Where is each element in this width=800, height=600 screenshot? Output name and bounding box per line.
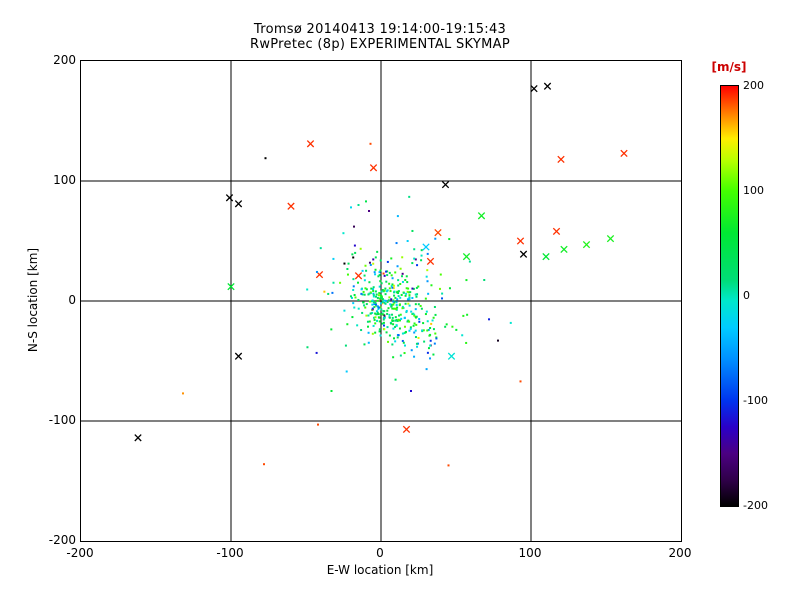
x-tick-label: 100 (518, 546, 542, 560)
y-tick-label: -100 (48, 413, 76, 427)
colorbar-tick-label: -100 (743, 394, 768, 407)
plot-area (80, 60, 682, 542)
x-tick-label: 0 (376, 546, 384, 560)
colorbar-tick-label: -200 (743, 499, 768, 512)
x-tick-label: -100 (216, 546, 244, 560)
y-tick-label: -200 (48, 533, 76, 547)
plot-svg (81, 61, 681, 541)
colorbar-tick-label: 200 (743, 79, 764, 92)
colorbar (720, 85, 739, 507)
y-tick-label: 0 (68, 293, 76, 307)
colorbar-label: [m/s] (711, 60, 747, 74)
colorbar-tick-label: 0 (743, 289, 750, 302)
colorbar-gradient (721, 86, 738, 506)
y-tick-label: 100 (53, 173, 76, 187)
colorbar-tick-label: 100 (743, 184, 764, 197)
chart-subtitle: RwPretec (8p) EXPERIMENTAL SKYMAP (249, 37, 510, 52)
y-axis-label: N-S location [km] (26, 247, 40, 353)
x-tick-label: 200 (668, 546, 692, 560)
y-tick-label: 200 (53, 53, 76, 67)
chart-title: Tromsø 20140413 19:14:00-19:15:43 (253, 22, 507, 37)
x-axis-label: E-W location [km] (326, 563, 434, 577)
x-tick-label: -200 (66, 546, 94, 560)
